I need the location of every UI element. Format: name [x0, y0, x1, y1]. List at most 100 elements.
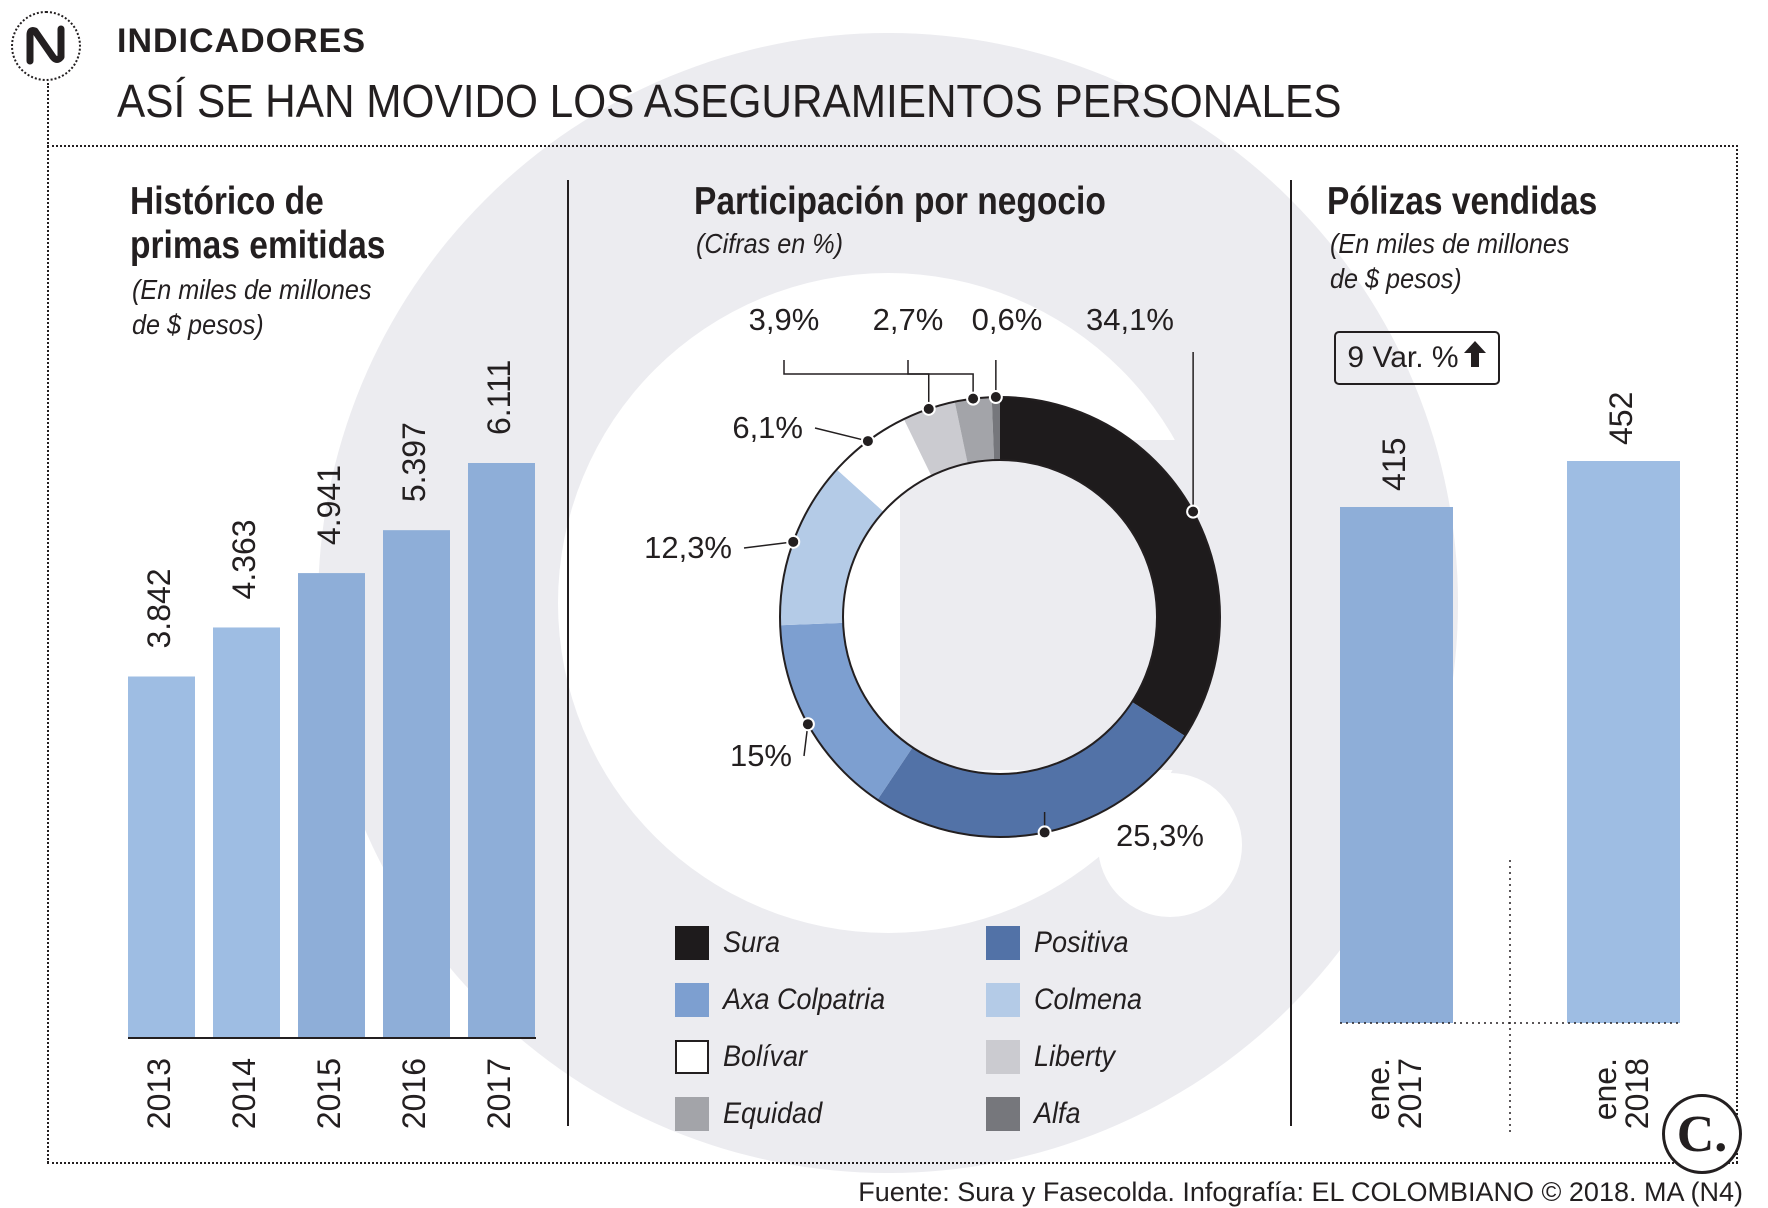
- leader-line-equidad: [907, 360, 974, 399]
- legend-item-positiva: Positiva: [986, 925, 1139, 961]
- legend-item-liberty: Liberty: [986, 1039, 1124, 1075]
- slice-sura: [1000, 397, 1220, 737]
- category-label-2014: 2014: [226, 1058, 262, 1129]
- watermark-dot: [1098, 773, 1242, 917]
- panel-divider-left: [567, 180, 569, 1126]
- variation-value: 9: [1347, 341, 1365, 374]
- category-label-ene-2017-1: 2017: [1392, 1058, 1428, 1129]
- slice-liberty: [903, 401, 968, 476]
- frame-top-border: [47, 145, 1738, 147]
- category-label-ene-2018-0: ene.: [1587, 1058, 1623, 1120]
- bar-2017: [468, 463, 535, 1038]
- slice-label-alfa: 0,6%: [972, 302, 1043, 337]
- slice-label-equidad: 2,7%: [873, 302, 944, 337]
- category-label-ene-2018-1: 2018: [1619, 1058, 1655, 1129]
- el-colombiano-logo: C.: [1662, 1094, 1742, 1174]
- category-label-ene-2017-0: ene.: [1360, 1058, 1396, 1120]
- leader-line-liberty: [783, 360, 930, 409]
- polizas-title: Pólizas vendidas: [1327, 180, 1598, 223]
- legend-label-sura: Sura: [723, 926, 781, 959]
- slice-colmena: [780, 469, 884, 626]
- slice-label-bol-var: 6,1%: [732, 410, 803, 445]
- slice-bol-var: [836, 419, 932, 512]
- legend-item-bol-var: Bolívar: [675, 1039, 816, 1075]
- frame-left-border: [47, 83, 49, 1163]
- logo-letter: C.: [1676, 1105, 1728, 1163]
- variation-badge: 9 Var. %: [1334, 331, 1500, 385]
- value-label-2015: 4.941: [311, 465, 347, 545]
- legend-swatch-sura: [675, 926, 709, 960]
- frame-right-border: [1736, 145, 1738, 1163]
- slice-label-positiva: 25,3%: [1116, 818, 1204, 853]
- legend-swatch-axa-colpatria: [675, 983, 709, 1017]
- slice-positiva: [877, 701, 1186, 837]
- donut-inner-ring: [842, 459, 1158, 775]
- legend-item-equidad: Equidad: [675, 1096, 833, 1132]
- value-label-ene-2018: 452: [1603, 392, 1639, 445]
- legend-swatch-bol-var: [675, 1040, 709, 1074]
- polizas-subtitle-line2: de $ pesos): [1330, 263, 1462, 294]
- legend-swatch-colmena: [986, 983, 1020, 1017]
- legend-swatch-liberty: [986, 1040, 1020, 1074]
- leader-dot-bol-var: [860, 434, 875, 449]
- bar-2016: [383, 530, 450, 1038]
- legend-label-alfa: Alfa: [1034, 1097, 1081, 1130]
- arrow-up-icon: [1463, 339, 1487, 377]
- historico-subtitle-line1: (En miles de millones: [132, 274, 372, 305]
- leader-dot-sura: [1186, 504, 1201, 519]
- legend-swatch-alfa: [986, 1097, 1020, 1131]
- category-label-2017: 2017: [481, 1058, 517, 1129]
- leader-dot-colmena: [786, 534, 801, 549]
- legend-label-liberty: Liberty: [1034, 1040, 1116, 1073]
- polizas-subtitle-line1: (En miles de millones: [1330, 228, 1570, 259]
- leader-dot-axa-colpatria: [800, 717, 815, 732]
- leader-dot-equidad: [966, 391, 981, 406]
- slice-label-axa-colpatria: 15%: [730, 738, 792, 773]
- historico-title-line2: primas emitidas: [130, 224, 386, 267]
- section-kicker: INDICADORES: [117, 22, 367, 60]
- leader-dot-liberty: [921, 401, 936, 416]
- category-label-2015: 2015: [311, 1058, 347, 1129]
- page-headline: ASÍ SE HAN MOVIDO LOS ASEGURAMIENTOS PER…: [117, 75, 1342, 127]
- value-label-2014: 4.363: [226, 519, 262, 599]
- legend-label-colmena: Colmena: [1034, 983, 1143, 1016]
- leader-dot-alfa: [988, 390, 1003, 405]
- variation-label: Var. %: [1372, 341, 1459, 374]
- participacion-subtitle: (Cifras en %): [696, 228, 844, 259]
- legend-item-alfa: Alfa: [986, 1096, 1086, 1132]
- panel-divider-right: [1290, 180, 1292, 1126]
- legend-label-equidad: Equidad: [723, 1097, 823, 1130]
- frame-bottom-border: [47, 1162, 1738, 1164]
- slice-alfa: [991, 397, 1000, 461]
- bar-ene-2017: [1340, 507, 1453, 1024]
- category-label-2013: 2013: [141, 1058, 177, 1129]
- bar-2015: [298, 573, 365, 1038]
- slice-label-sura: 34,1%: [1086, 302, 1174, 337]
- n-logo-icon: [11, 11, 81, 81]
- value-label-ene-2017: 415: [1376, 438, 1412, 491]
- leader-line-bol-var: [814, 427, 869, 442]
- legend-item-sura: Sura: [675, 925, 786, 961]
- slice-label-colmena: 12,3%: [644, 530, 732, 565]
- legend-item-axa-colpatria: Axa Colpatria: [675, 982, 903, 1018]
- slice-label-liberty: 3,9%: [749, 302, 820, 337]
- historico-subtitle-line2: de $ pesos): [132, 309, 264, 340]
- bar-2013: [128, 676, 195, 1038]
- legend-item-colmena: Colmena: [986, 982, 1154, 1018]
- source-credit: Fuente: Sura y Fasecolda. Infografía: EL…: [858, 1177, 1743, 1207]
- value-label-2013: 3.842: [141, 568, 177, 648]
- legend-swatch-equidad: [675, 1097, 709, 1131]
- historico-title-line1: Histórico de: [130, 180, 324, 223]
- leader-line-colmena: [743, 541, 794, 549]
- legend-label-bol-var: Bolívar: [723, 1040, 808, 1073]
- value-label-2017: 6.111: [481, 360, 517, 435]
- legend-label-axa-colpatria: Axa Colpatria: [723, 983, 886, 1016]
- legend-label-positiva: Positiva: [1034, 926, 1129, 959]
- leader-dot-positiva: [1037, 825, 1052, 840]
- slice-equidad: [954, 397, 995, 464]
- legend-swatch-positiva: [986, 926, 1020, 960]
- category-label-2016: 2016: [396, 1058, 432, 1129]
- bar-2014: [213, 627, 280, 1038]
